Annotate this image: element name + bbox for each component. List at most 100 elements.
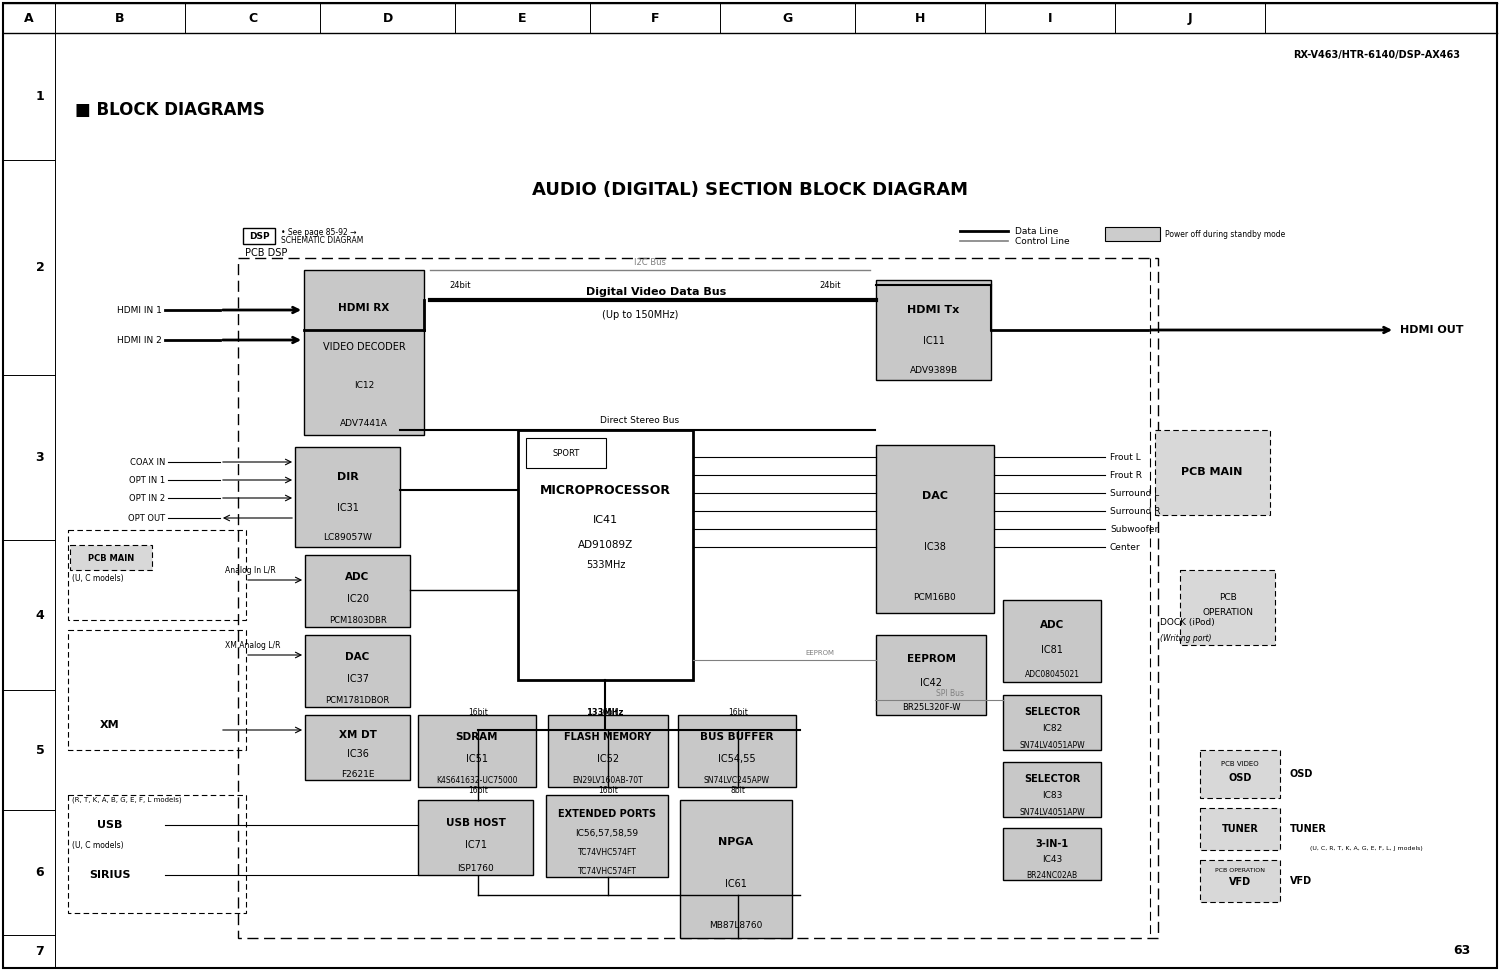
Text: Surround R: Surround R (1110, 507, 1161, 516)
Text: ISP1760: ISP1760 (458, 863, 494, 873)
Bar (546, 795, 668, 877)
Text: Analog In L/R: Analog In L/R (225, 565, 276, 575)
Text: 16bit: 16bit (598, 708, 618, 717)
Bar (548, 715, 668, 787)
Text: • See page 85-92 →: • See page 85-92 → (280, 227, 357, 237)
Text: USB: USB (98, 820, 123, 830)
Text: PCM16B0: PCM16B0 (914, 593, 957, 602)
Bar (1200, 808, 1280, 850)
Text: OPT IN 2: OPT IN 2 (129, 493, 165, 503)
Text: F: F (651, 12, 660, 24)
Text: Data Line: Data Line (1016, 226, 1059, 236)
Text: 7: 7 (36, 945, 45, 958)
Bar (876, 635, 986, 715)
Text: I: I (1047, 12, 1053, 24)
Text: SELECTOR: SELECTOR (1024, 707, 1080, 717)
Text: VFD: VFD (1228, 877, 1251, 887)
Bar (243, 228, 274, 244)
Text: EEPROM: EEPROM (906, 654, 956, 664)
Text: B: B (116, 12, 124, 24)
Text: USB HOST: USB HOST (446, 818, 506, 827)
Text: 3-IN-1: 3-IN-1 (1035, 839, 1068, 849)
Text: G: G (783, 12, 792, 24)
Bar (68, 795, 246, 913)
Bar (526, 438, 606, 468)
Bar (1200, 750, 1280, 798)
Bar (1004, 762, 1101, 817)
Text: XM DT: XM DT (339, 729, 376, 740)
Text: IC20: IC20 (346, 593, 369, 604)
Text: BR25L320F-W: BR25L320F-W (902, 703, 960, 712)
Text: 133MHz: 133MHz (586, 708, 624, 717)
Text: SELECTOR: SELECTOR (1024, 774, 1080, 784)
Text: Power off during standby mode: Power off during standby mode (1166, 229, 1286, 239)
Text: IC36: IC36 (346, 750, 369, 759)
Text: HDMI OUT: HDMI OUT (1400, 325, 1464, 335)
Text: AUDIO (DIGITAL) SECTION BLOCK DIAGRAM: AUDIO (DIGITAL) SECTION BLOCK DIAGRAM (532, 181, 968, 199)
Text: ■ BLOCK DIAGRAMS: ■ BLOCK DIAGRAMS (75, 101, 266, 119)
Bar (1004, 828, 1101, 880)
Text: MICROPROCESSOR: MICROPROCESSOR (540, 484, 670, 496)
Text: I2C Bus: I2C Bus (634, 257, 666, 266)
Text: HDMI Tx: HDMI Tx (908, 305, 960, 316)
Text: OPERATION: OPERATION (1203, 608, 1254, 617)
Text: XM: XM (100, 720, 120, 730)
Text: ADV9389B: ADV9389B (909, 366, 957, 376)
Text: (U, C models): (U, C models) (72, 574, 123, 583)
Text: DSP: DSP (249, 231, 270, 241)
Text: F2621E: F2621E (340, 770, 375, 779)
Text: SN74LV4051APW: SN74LV4051APW (1019, 808, 1084, 817)
Bar (419, 715, 536, 787)
Text: MB87L8760: MB87L8760 (710, 921, 762, 930)
Text: Frout L: Frout L (1110, 452, 1140, 461)
Text: DAC: DAC (922, 491, 948, 501)
Text: 533MHz: 533MHz (586, 560, 626, 570)
Text: LC89057W: LC89057W (322, 533, 372, 543)
Text: D: D (382, 12, 393, 24)
Text: SN74LV4051APW: SN74LV4051APW (1019, 741, 1084, 750)
Text: (Writing port): (Writing port) (1160, 633, 1212, 643)
Text: SCHEMATIC DIAGRAM: SCHEMATIC DIAGRAM (280, 236, 363, 245)
Bar (1180, 570, 1275, 645)
Text: SPI Bus: SPI Bus (936, 688, 964, 697)
Text: K4S641632-UC75000: K4S641632-UC75000 (436, 776, 517, 785)
Text: (U, C, R, T, K, A, G, E, F, L, J models): (U, C, R, T, K, A, G, E, F, L, J models) (1310, 846, 1422, 851)
Text: OSD: OSD (1290, 769, 1314, 779)
Text: 63: 63 (1452, 944, 1470, 956)
Text: Control Line: Control Line (1016, 237, 1070, 246)
Text: IC42: IC42 (920, 679, 942, 688)
Text: VFD: VFD (1290, 876, 1312, 886)
Text: PCM1781DBOR: PCM1781DBOR (326, 696, 390, 705)
Text: VIDEO DECODER: VIDEO DECODER (322, 342, 405, 352)
Text: XM Analog L/R: XM Analog L/R (225, 641, 280, 650)
Text: 16bit: 16bit (468, 786, 488, 794)
Text: 4: 4 (36, 609, 45, 621)
Bar (1155, 430, 1270, 515)
Text: HDMI IN 2: HDMI IN 2 (117, 336, 162, 345)
Text: EEPROM: EEPROM (806, 650, 834, 656)
Bar (70, 545, 152, 570)
Text: DOCK (iPod): DOCK (iPod) (1160, 618, 1215, 626)
Text: TUNER: TUNER (1290, 824, 1328, 834)
Text: IC37: IC37 (346, 674, 369, 684)
Text: OSD: OSD (1228, 773, 1251, 783)
Text: (R, T, K, A, B, G, E, F, L models): (R, T, K, A, B, G, E, F, L models) (72, 797, 182, 803)
Bar (304, 635, 410, 707)
Text: SDRAM: SDRAM (456, 732, 498, 742)
Bar (1004, 695, 1101, 750)
Text: ADV7441A: ADV7441A (340, 419, 388, 428)
Text: IC83: IC83 (1042, 790, 1062, 800)
Bar (678, 715, 796, 787)
Bar (304, 270, 424, 435)
Text: IC52: IC52 (597, 753, 619, 763)
Text: PCB MAIN: PCB MAIN (1182, 467, 1242, 477)
Text: BUS BUFFER: BUS BUFFER (700, 732, 774, 742)
Bar (680, 800, 792, 938)
Text: C: C (248, 12, 256, 24)
Text: PCB MAIN: PCB MAIN (88, 553, 134, 562)
Text: A: A (24, 12, 34, 24)
Text: SPORT: SPORT (552, 449, 579, 457)
Text: J: J (1188, 12, 1192, 24)
Text: IC82: IC82 (1042, 723, 1062, 733)
Bar (876, 445, 995, 613)
